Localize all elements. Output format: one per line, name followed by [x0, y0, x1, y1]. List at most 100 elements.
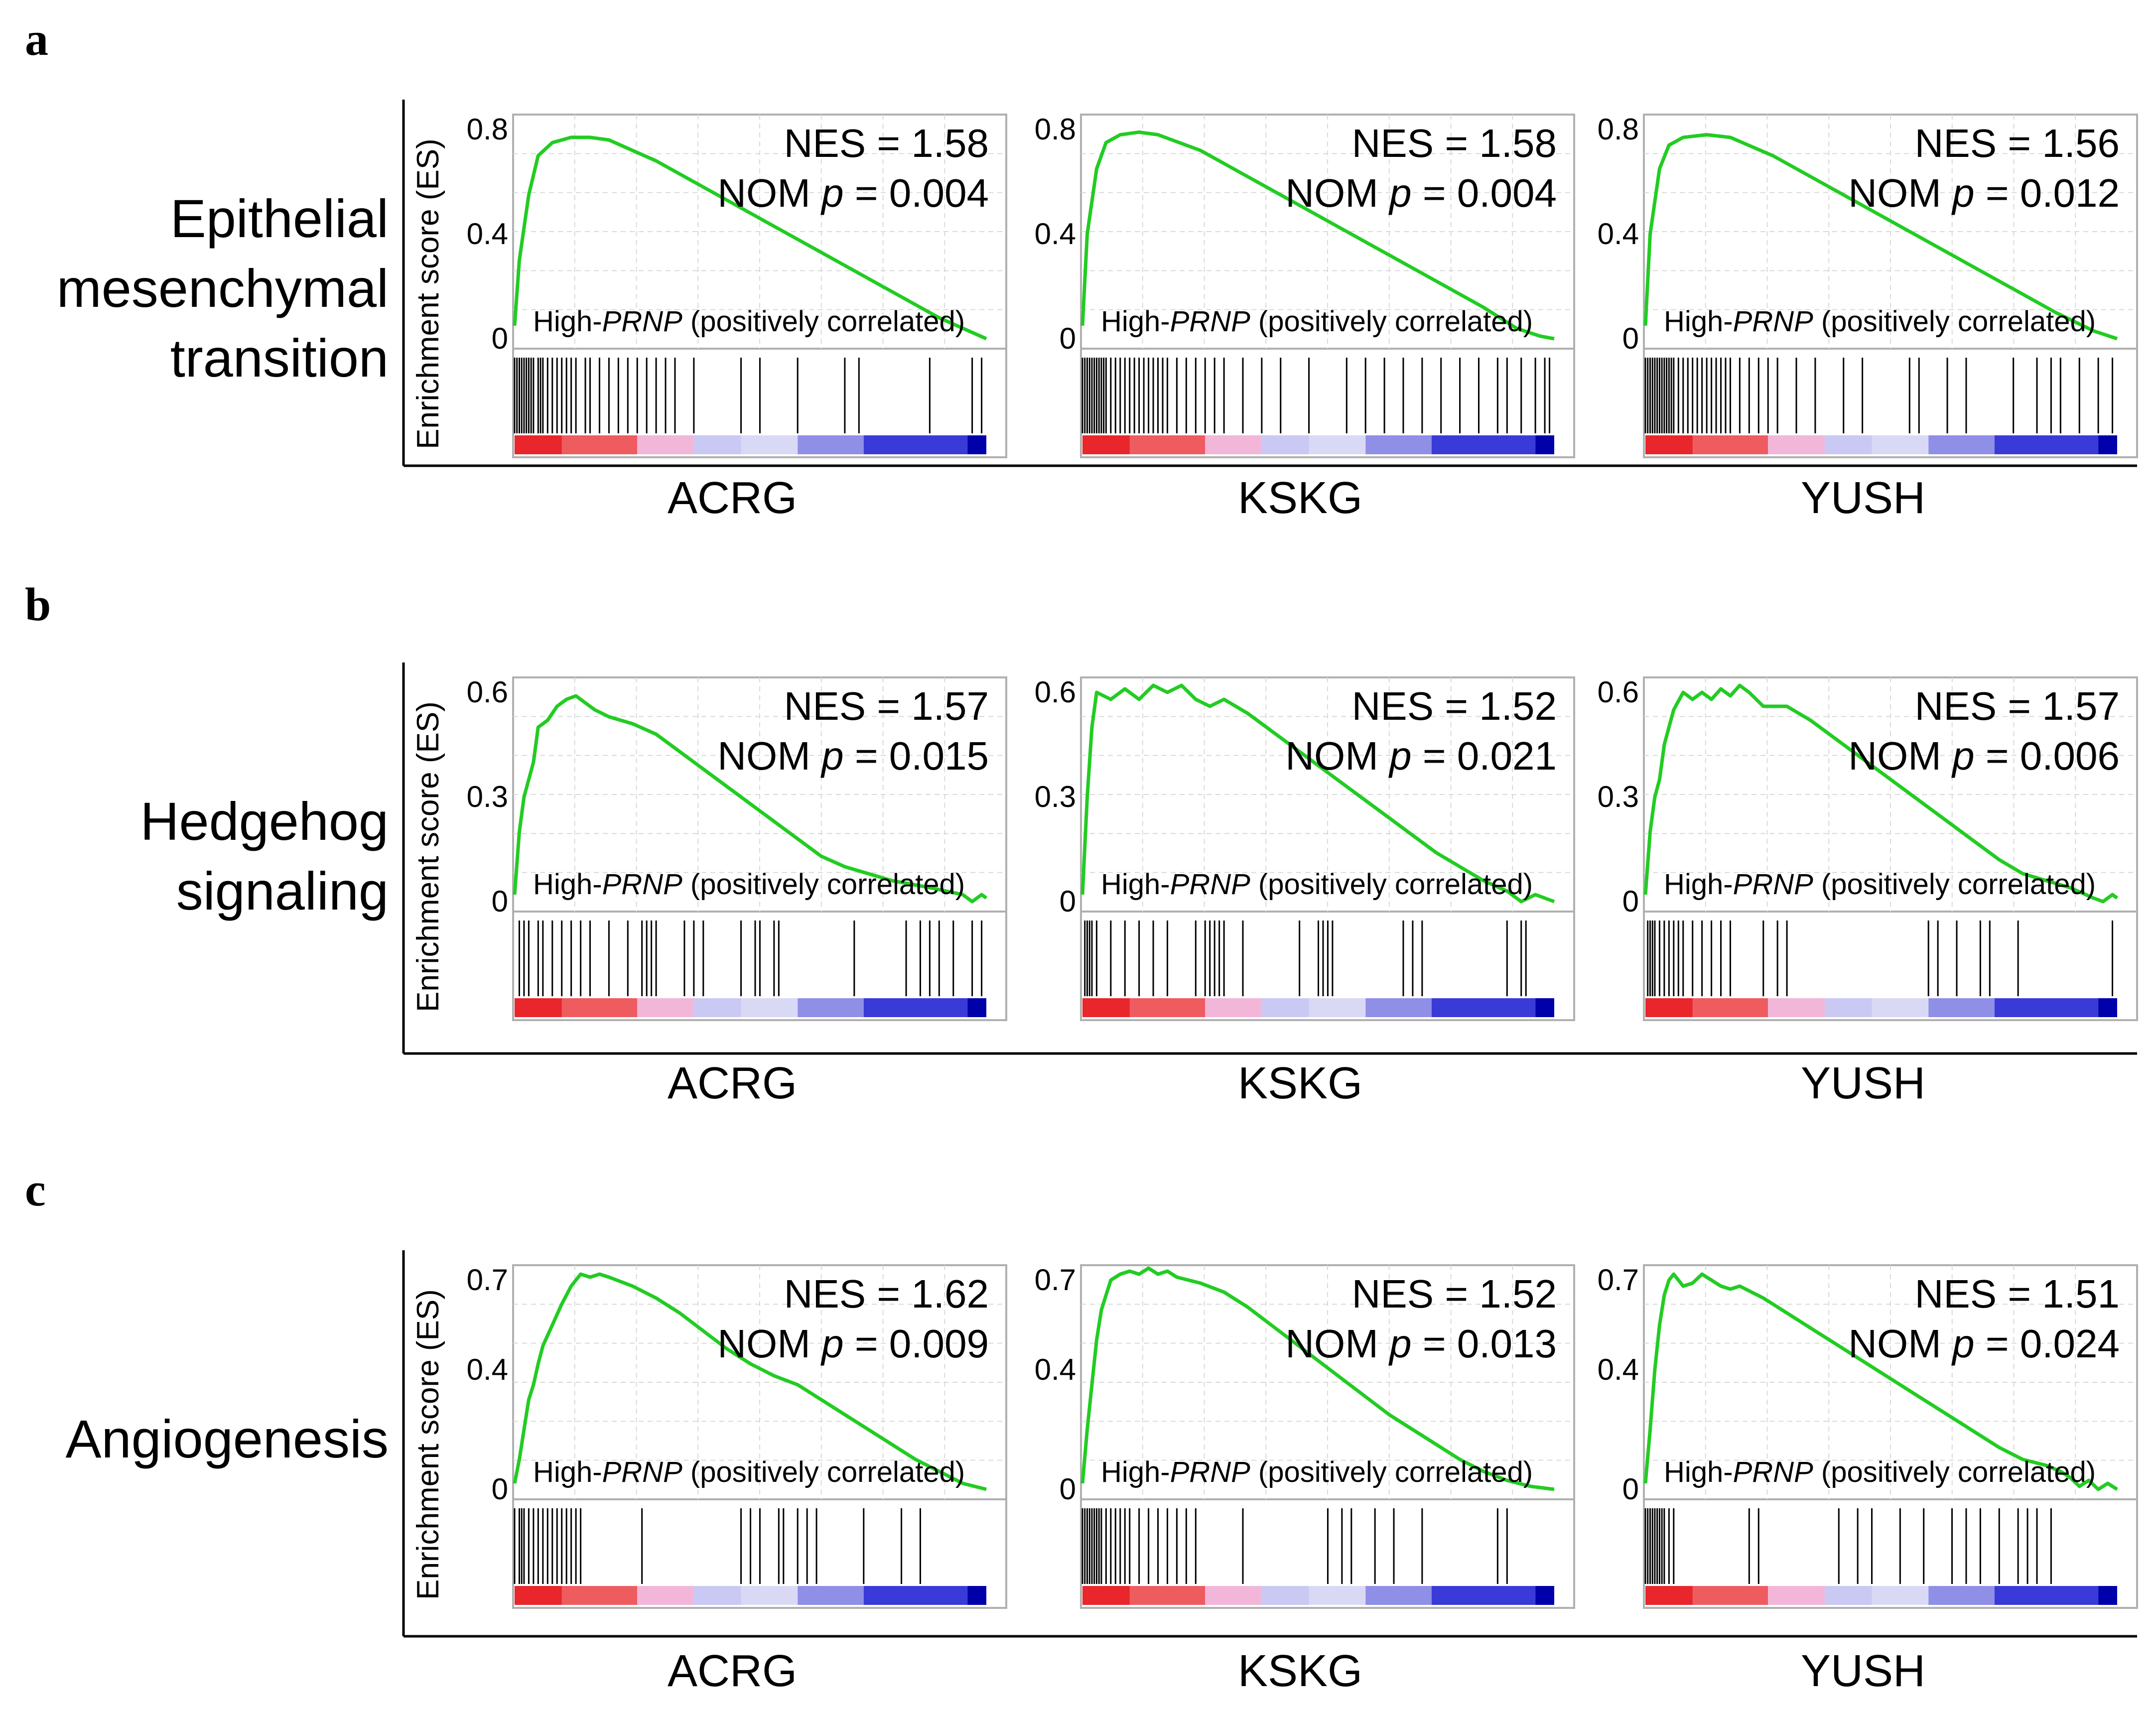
rank-color-segment: [693, 1586, 798, 1605]
y-tick-label: 0: [1622, 1472, 1639, 1506]
y-tick-label: 0.3: [1598, 780, 1639, 813]
row-title-line: mesenchymal: [57, 258, 389, 318]
rank-color-segment: [637, 1586, 694, 1605]
nom-p-label: NOM p = 0.004: [1285, 171, 1557, 215]
rank-color-segment: [1535, 435, 1554, 454]
y-tick-label: 0.8: [1598, 113, 1639, 146]
corr-prefix: High-: [533, 1456, 602, 1488]
rank-color-shade: [1129, 998, 1206, 1017]
nes-prefix: NES =: [1915, 121, 2042, 165]
rank-color-segment: [1768, 998, 1825, 1017]
rank-color-segment: [863, 1586, 968, 1605]
corr-gene: PRNP: [602, 868, 682, 901]
corr-prefix: High-: [1101, 868, 1170, 901]
rank-color-shade: [1872, 998, 1929, 1017]
rank-color-segment: [1082, 435, 1206, 454]
rank-color-segment: [1535, 998, 1554, 1017]
nes-label: NES = 1.52: [1352, 684, 1557, 728]
gsea-plot-b-kskg: 0.6 0.3 0 NES = 1.52 NOM p = 0.021 High-PRNP …: [1035, 675, 1575, 1021]
gsea-plot-b-yush: 0.6 0.3 0 NES = 1.57 NOM p = 0.006 High-PRNP …: [1598, 675, 2138, 1021]
dataset-label: ACRG: [668, 1058, 797, 1108]
rank-color-shade: [1309, 1586, 1366, 1605]
y-axis-label: Enrichment score (ES): [411, 1289, 445, 1600]
rank-color-segment: [1994, 435, 2099, 454]
corr-suffix: (positively correlated): [1250, 305, 1533, 338]
correlation-label: High-PRNP (positively correlated): [1664, 868, 2096, 901]
y-tick-label: 0.4: [1035, 1353, 1076, 1386]
panel-letter-b: b: [25, 579, 51, 631]
p-symbol: p: [820, 734, 844, 778]
rank-color-segment: [1645, 435, 1768, 454]
rank-color-segment: [1431, 435, 1536, 454]
panel-letter-c: c: [25, 1164, 46, 1216]
y-tick-label: 0.3: [467, 780, 508, 813]
rank-color-segment: [1768, 435, 1825, 454]
nes-value: 1.58: [1479, 121, 1557, 165]
nom-eq: =: [1975, 171, 2020, 215]
y-tick-label: 0.8: [467, 113, 508, 146]
correlation-label: High-PRNP (positively correlated): [533, 305, 965, 338]
correlation-label: High-PRNP (positively correlated): [533, 1456, 965, 1488]
nes-label: NES = 1.57: [784, 684, 989, 728]
rank-color-segment: [1645, 1586, 1768, 1605]
corr-suffix: (positively correlated): [1250, 868, 1533, 901]
gsea-plot-c-acrg: 0.7 0.4 0 NES = 1.62 NOM p = 0.009 High-PRNP …: [467, 1263, 1007, 1609]
corr-prefix: High-: [533, 305, 602, 338]
nom-p-label: NOM p = 0.021: [1285, 734, 1557, 778]
es-curve-line: [1080, 1266, 1555, 1491]
rank-color-segment: [1994, 998, 2099, 1017]
corr-suffix: (positively correlated): [682, 305, 965, 338]
correlation-label: High-PRNP (positively correlated): [1101, 868, 1533, 901]
corr-gene: PRNP: [1170, 868, 1250, 901]
nom-eq: =: [1412, 171, 1457, 215]
corr-suffix: (positively correlated): [1813, 1456, 2096, 1488]
rank-color-segment: [1205, 435, 1262, 454]
es-curve-line: [1643, 133, 2118, 341]
dataset-label: YUSH: [1801, 473, 1925, 523]
y-axis-label: Enrichment score (ES): [411, 701, 445, 1012]
nes-value: 1.52: [1479, 1272, 1557, 1316]
rank-color-segment: [1824, 435, 1929, 454]
y-tick-label: 0.4: [1035, 217, 1076, 251]
rank-color-shade: [561, 998, 638, 1017]
y-tick-label: 0.8: [1035, 113, 1076, 146]
nom-eq: =: [1975, 734, 2020, 778]
rank-color-segment: [1994, 1586, 2099, 1605]
p-symbol: p: [1388, 734, 1412, 778]
nom-prefix: NOM: [717, 171, 821, 215]
nom-eq: =: [844, 734, 889, 778]
nes-prefix: NES =: [1352, 1272, 1480, 1316]
corr-gene: PRNP: [602, 305, 682, 338]
rank-color-segment: [1431, 1586, 1536, 1605]
corr-prefix: High-: [1101, 1456, 1170, 1488]
row-title-line: Epithelial: [170, 188, 389, 249]
y-tick-label: 0.4: [467, 1353, 508, 1386]
correlation-label: High-PRNP (positively correlated): [1664, 1456, 2096, 1488]
rank-color-segment: [693, 998, 798, 1017]
y-tick-label: 0.7: [467, 1263, 508, 1297]
nes-label: NES = 1.57: [1915, 684, 2120, 728]
p-symbol: p: [1951, 1321, 1975, 1366]
y-tick-label: 0.6: [1035, 675, 1076, 709]
nes-label: NES = 1.62: [784, 1272, 989, 1316]
nom-p-label: NOM p = 0.013: [1285, 1321, 1557, 1366]
y-tick-label: 0: [492, 322, 508, 355]
p-symbol: p: [1388, 171, 1412, 215]
gsea-plot-c-yush: 0.7 0.4 0 NES = 1.51 NOM p = 0.024 High-PRNP …: [1598, 1263, 2138, 1609]
rank-color-segment: [1535, 1586, 1554, 1605]
nom-p-value: 0.009: [889, 1321, 989, 1366]
nom-p-value: 0.004: [889, 171, 989, 215]
rank-color-segment: [1431, 998, 1536, 1017]
nom-p-label: NOM p = 0.012: [1848, 171, 2120, 215]
gsea-plot-a-kskg: 0.8 0.4 0 NES = 1.58 NOM p = 0.004 High-PRNP …: [1035, 113, 1575, 458]
rank-color-shade: [1309, 435, 1366, 454]
y-tick-label: 0: [1060, 1472, 1076, 1506]
nes-label: NES = 1.56: [1915, 121, 2120, 165]
es-curve-line: [513, 135, 987, 341]
dataset-label: KSKG: [1238, 1058, 1362, 1108]
rank-color-segment: [798, 1586, 864, 1605]
rank-color-segment: [1261, 1586, 1366, 1605]
nom-prefix: NOM: [1285, 1321, 1389, 1366]
dataset-label: ACRG: [668, 1646, 797, 1696]
nom-prefix: NOM: [1848, 171, 1952, 215]
